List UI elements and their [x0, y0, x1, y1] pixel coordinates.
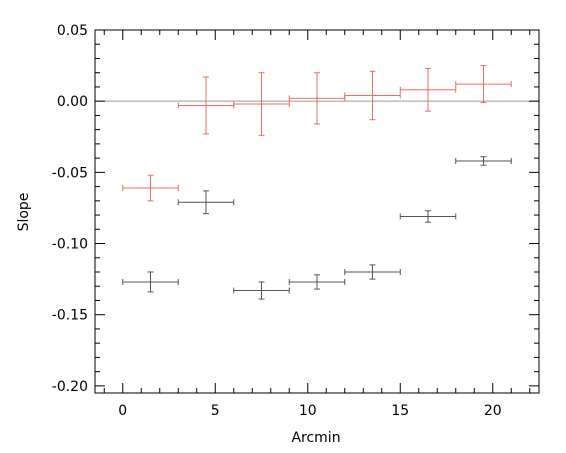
x-axis-label: Arcmin [291, 430, 340, 446]
series-1 [122, 65, 512, 202]
point-marker [316, 97, 318, 100]
data-point [344, 264, 401, 280]
data-point [122, 174, 179, 202]
x-tick-label: 10 [299, 403, 317, 419]
data-point [233, 72, 290, 136]
plot-frame [94, 29, 540, 394]
point-marker [427, 215, 429, 218]
data-point [455, 65, 512, 104]
point-marker [427, 88, 429, 91]
x-tick-label: 20 [484, 403, 502, 419]
data-point [399, 67, 457, 112]
data-point [233, 281, 290, 300]
data-point [344, 70, 401, 121]
plot-area: 0 5 10 15 20 0.05 0.00 -0.05 -0.10 -0.15 -0.20 [52, 23, 540, 419]
y-axis-label: Slope [16, 193, 32, 232]
data-point [455, 156, 512, 166]
data-point [122, 271, 179, 293]
point-marker [205, 201, 207, 204]
x-tick-label: 0 [118, 403, 127, 419]
data-point [288, 274, 346, 290]
y-tick-label: -0.15 [52, 308, 88, 324]
point-marker [482, 160, 485, 162]
y-tick-label: -0.10 [52, 237, 88, 253]
y-tick-label: -0.05 [52, 165, 88, 181]
data-point [288, 72, 346, 125]
series-2 [122, 156, 512, 300]
point-marker [482, 83, 485, 85]
point-marker [260, 289, 263, 292]
point-marker [260, 103, 263, 105]
point-marker [371, 271, 374, 273]
point-marker [205, 104, 207, 107]
data-point [177, 76, 235, 135]
point-marker [371, 94, 374, 97]
point-marker [149, 187, 152, 189]
y-tick-label: -0.20 [52, 379, 88, 395]
point-marker [149, 281, 152, 283]
y-tick-label: 0.05 [57, 23, 88, 39]
point-marker [316, 281, 318, 283]
y-tick-label: 0.00 [57, 94, 88, 110]
data-point [399, 210, 457, 223]
x-tick-label: 15 [391, 403, 409, 419]
data-point [177, 190, 235, 215]
x-tick-label: 5 [211, 403, 220, 419]
